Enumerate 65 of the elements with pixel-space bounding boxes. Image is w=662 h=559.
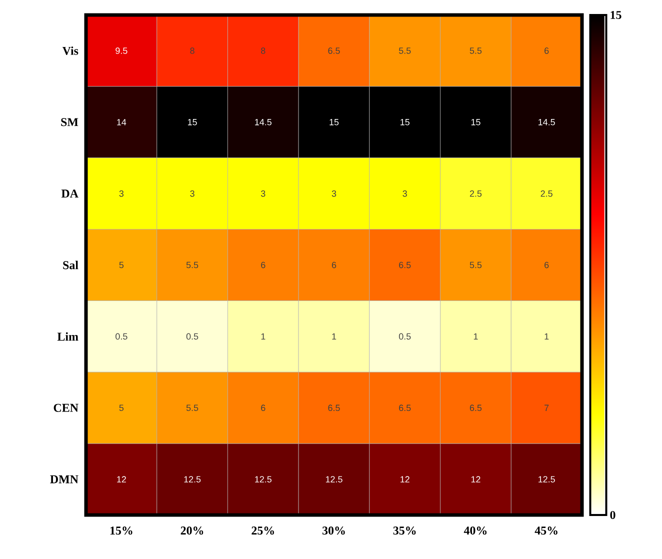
data-label: 2.5 — [540, 190, 552, 197]
data-label: 14 — [117, 119, 126, 126]
y-tick-label: CEN — [54, 404, 78, 412]
data-label: 0.5 — [398, 333, 411, 340]
data-label: 3 — [332, 190, 336, 197]
x-tick-label: 20% — [180, 526, 204, 535]
data-label: 5.5 — [186, 262, 198, 268]
data-label: 8 — [190, 48, 194, 54]
data-label: 5 — [119, 404, 124, 411]
data-label: 3 — [190, 190, 194, 197]
y-tick-label: DMN — [50, 475, 78, 484]
data-label: 12.5 — [255, 476, 272, 482]
data-label: 14.5 — [538, 119, 555, 126]
data-label: 14.5 — [255, 119, 272, 126]
data-label: 3 — [119, 190, 124, 197]
data-label: 7 — [544, 404, 549, 411]
data-label: 6.5 — [328, 404, 340, 412]
data-label: 12.5 — [538, 476, 555, 482]
data-label: 8 — [261, 48, 266, 54]
data-label: 6.5 — [399, 404, 411, 412]
data-label: 15 — [330, 119, 339, 126]
data-label: 3 — [260, 190, 266, 197]
data-label: 5.5 — [470, 262, 482, 268]
data-label: 6 — [261, 262, 266, 268]
data-label: 5.5 — [186, 404, 198, 411]
data-label: 12 — [400, 476, 410, 482]
data-label: 1 — [544, 333, 549, 340]
data-label: 0.5 — [186, 333, 198, 340]
data-label: 12 — [471, 476, 480, 482]
data-label: 12.5 — [326, 476, 342, 482]
data-label: 9.5 — [116, 48, 128, 54]
y-tick-label: Sal — [63, 260, 78, 270]
data-label: 15 — [471, 119, 480, 126]
data-label: 6 — [544, 262, 549, 268]
x-tick-label: 35% — [393, 526, 416, 535]
x-tick-label: 15% — [110, 526, 132, 535]
data-label: 1 — [261, 333, 266, 340]
data-label: 1 — [332, 333, 336, 340]
data-label: 5.5 — [398, 48, 411, 54]
data-label: 15 — [188, 119, 197, 126]
x-tick-label: 40% — [464, 526, 487, 535]
data-label: 12 — [117, 476, 126, 482]
y-tick-label: Lim — [57, 332, 78, 341]
data-label: 6.5 — [328, 48, 340, 54]
y-tick-label: DA — [61, 190, 78, 198]
data-label: 0.5 — [116, 333, 128, 340]
x-tick-label: 25% — [252, 526, 274, 535]
y-tick-label: SM — [61, 118, 78, 126]
data-label: 6 — [332, 262, 336, 268]
x-tick-label: 45% — [534, 526, 558, 535]
data-label: 12.5 — [184, 476, 201, 482]
y-tick-label: Vis — [62, 46, 78, 55]
color-bar-label: 15 — [610, 11, 622, 19]
data-label: 6 — [544, 48, 549, 54]
data-label: 1 — [474, 333, 478, 340]
data-label: 15 — [400, 119, 410, 126]
x-tick-label: 30% — [322, 526, 345, 535]
data-label: 6 — [261, 404, 266, 412]
data-label: 3 — [402, 190, 407, 197]
data-label: 5.5 — [470, 48, 482, 54]
data-label: 6.5 — [470, 404, 482, 412]
color-bar-label: 0 — [610, 510, 616, 520]
data-label: 2.5 — [470, 190, 482, 197]
data-label: 6.5 — [399, 262, 411, 268]
data-label: 5 — [119, 262, 124, 268]
